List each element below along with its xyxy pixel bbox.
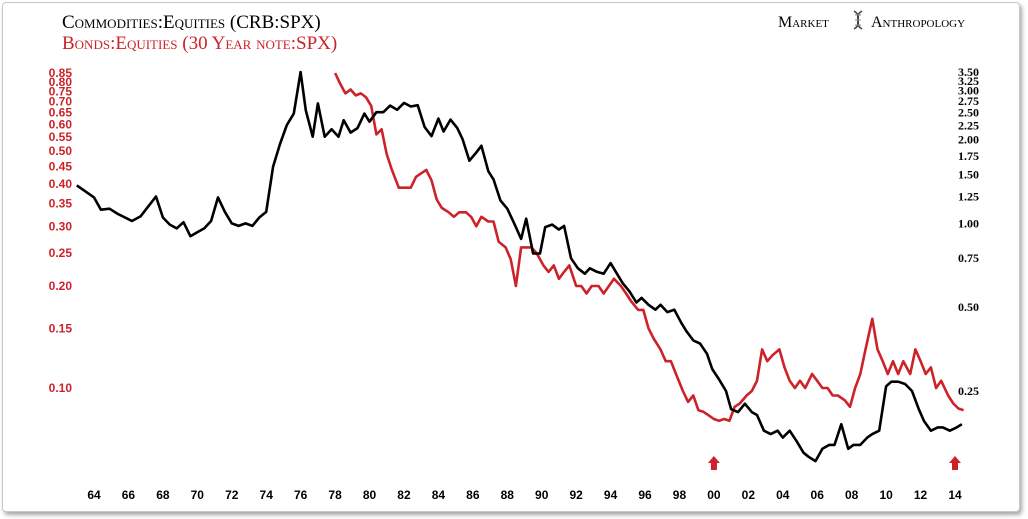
left-tick-label: 0.45 <box>49 160 73 174</box>
right-tick-label: 1.50 <box>958 167 979 181</box>
up-arrow-marker-icon <box>707 456 720 470</box>
left-tick-label: 0.75 <box>49 84 73 98</box>
right-tick-label: 0.25 <box>958 384 979 398</box>
left-tick-label: 0.30 <box>49 219 73 233</box>
x-tick-label: 10 <box>879 488 893 502</box>
x-tick-label: 92 <box>569 488 583 502</box>
left-tick-label: 0.25 <box>49 246 73 260</box>
right-tick-label: 1.00 <box>958 216 979 230</box>
x-tick-label: 04 <box>776 488 790 502</box>
x-tick-label: 64 <box>87 488 101 502</box>
x-tick-label: 14 <box>948 488 962 502</box>
x-tick-label: 76 <box>294 488 308 502</box>
x-tick-label: 66 <box>122 488 136 502</box>
x-tick-label: 74 <box>260 488 274 502</box>
left-tick-label: 0.20 <box>49 279 73 293</box>
left-tick-label: 0.65 <box>49 105 73 119</box>
left-tick-label: 0.60 <box>49 117 73 131</box>
right-tick-label: 2.75 <box>958 94 979 108</box>
left-tick-label: 0.70 <box>49 95 73 109</box>
x-tick-label: 86 <box>466 488 480 502</box>
series-line-commodities-equities <box>76 70 963 463</box>
x-tick-label: 06 <box>811 488 825 502</box>
x-tick-label: 68 <box>156 488 170 502</box>
x-tick-label: 88 <box>501 488 515 502</box>
x-tick-label: 96 <box>638 488 652 502</box>
right-tick-label: 3.50 <box>958 65 979 79</box>
x-tick-label: 80 <box>363 488 377 502</box>
x-tick-label: 98 <box>673 488 687 502</box>
brand-right: Anthropology <box>871 14 965 31</box>
left-tick-label: 0.10 <box>49 381 73 395</box>
right-tick-label: 1.75 <box>958 149 979 163</box>
x-tick-label: 94 <box>604 488 618 502</box>
left-tick-label: 0.55 <box>49 130 73 144</box>
x-tick-label: 12 <box>914 488 928 502</box>
brand-left: Market <box>778 14 829 31</box>
right-tick-label: 3.25 <box>958 74 979 88</box>
left-tick-label: 0.50 <box>49 144 73 158</box>
series-line-bonds-equities <box>333 72 965 423</box>
x-tick-label: 90 <box>535 488 549 502</box>
x-tick-label: 02 <box>742 488 756 502</box>
left-tick-label: 0.40 <box>49 177 73 191</box>
x-tick-label: 82 <box>397 488 411 502</box>
right-tick-label: 2.25 <box>958 118 979 132</box>
x-tick-label: 70 <box>191 488 205 502</box>
x-tick-label: 72 <box>225 488 239 502</box>
right-tick-label: 1.25 <box>958 189 979 203</box>
dna-icon <box>853 10 863 30</box>
x-tick-label: 00 <box>707 488 721 502</box>
left-tick-label: 0.35 <box>49 197 73 211</box>
chart-title-line-2: Bonds:Equities (30 Year note:SPX) <box>62 33 337 54</box>
left-tick-label: 0.80 <box>49 75 73 89</box>
left-tick-label: 0.15 <box>49 321 73 335</box>
right-tick-label: 0.50 <box>958 300 979 314</box>
right-tick-label: 3.00 <box>958 84 979 98</box>
left-tick-label: 0.85 <box>49 66 73 80</box>
chart-title-line-1: Commodities:Equities (CRB:SPX) <box>62 12 321 33</box>
x-tick-label: 84 <box>432 488 446 502</box>
x-tick-label: 78 <box>328 488 342 502</box>
right-tick-label: 0.75 <box>958 251 979 265</box>
right-tick-label: 2.00 <box>958 133 979 147</box>
brand-logo: Market Anthropology <box>778 10 965 31</box>
up-arrow-marker-icon <box>949 456 961 470</box>
x-tick-label: 08 <box>845 488 859 502</box>
right-tick-label: 2.50 <box>958 106 979 120</box>
